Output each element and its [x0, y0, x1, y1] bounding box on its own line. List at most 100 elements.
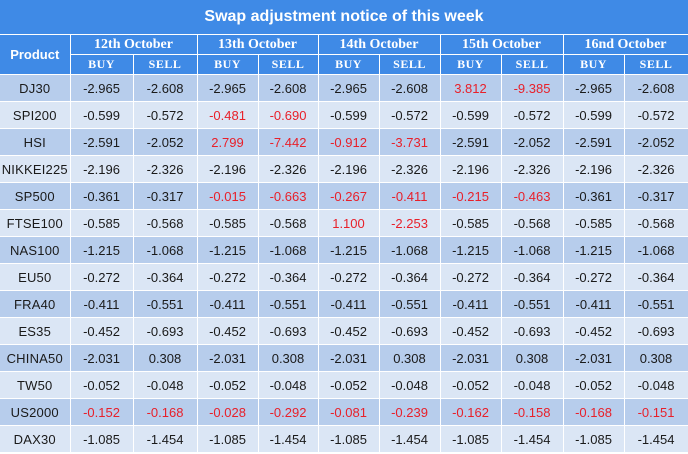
- sell-value-cell: -2.326: [258, 155, 319, 183]
- sell-value-cell: -0.568: [133, 209, 198, 237]
- date-header: 15th October: [440, 35, 564, 55]
- sell-value-cell: -0.158: [501, 398, 564, 426]
- sell-value-cell: -0.693: [379, 317, 441, 345]
- table-row: EU50 -0.272 -0.364 -0.272 -0.364 -0.272 -0.364…: [0, 263, 688, 291]
- sell-value-cell: -2.052: [501, 128, 564, 156]
- sell-value-cell: -0.239: [379, 398, 441, 426]
- product-cell: SP500: [0, 182, 71, 210]
- sell-value-cell: -0.411: [379, 182, 441, 210]
- sell-value-cell: -2.326: [624, 155, 688, 183]
- buy-value-cell: -2.196: [70, 155, 134, 183]
- buy-value-cell: -0.585: [197, 209, 259, 237]
- sell-value-cell: -2.608: [379, 74, 441, 102]
- buy-value-cell: -0.452: [318, 317, 380, 345]
- sell-value-cell: -2.608: [624, 74, 688, 102]
- sell-value-cell: -9.385: [501, 74, 564, 102]
- buy-value-cell: -2.031: [197, 344, 259, 372]
- table-row: SPI200 -0.599 -0.572 -0.481 -0.690 -0.599 -0.5…: [0, 101, 688, 129]
- sell-value-cell: -1.454: [379, 425, 441, 453]
- buy-value-cell: -0.081: [318, 398, 380, 426]
- buy-value-cell: -0.052: [197, 371, 259, 399]
- product-cell: DJ30: [0, 74, 71, 102]
- buy-value-cell: -2.031: [318, 344, 380, 372]
- product-header: Product: [0, 35, 71, 75]
- sell-header: SELL: [258, 54, 319, 75]
- buy-value-cell: 3.812: [440, 74, 502, 102]
- buy-value-cell: -0.162: [440, 398, 502, 426]
- sell-header: SELL: [133, 54, 198, 75]
- buy-value-cell: -0.411: [440, 290, 502, 318]
- buy-value-cell: -0.361: [70, 182, 134, 210]
- product-cell: SPI200: [0, 101, 71, 129]
- table-row: ES35 -0.452 -0.693 -0.452 -0.693 -0.452 -0.693…: [0, 317, 688, 345]
- buy-header: BUY: [440, 54, 502, 75]
- buy-value-cell: -0.599: [318, 101, 380, 129]
- buy-value-cell: -0.015: [197, 182, 259, 210]
- sell-value-cell: -0.048: [624, 371, 688, 399]
- buy-header: BUY: [318, 54, 380, 75]
- date-header: 14th October: [318, 35, 441, 55]
- sell-value-cell: 0.308: [379, 344, 441, 372]
- buy-header: BUY: [70, 54, 134, 75]
- sell-header: SELL: [501, 54, 564, 75]
- buy-value-cell: -1.085: [440, 425, 502, 453]
- buy-value-cell: -0.052: [70, 371, 134, 399]
- sell-value-cell: -1.068: [624, 236, 688, 264]
- sell-value-cell: -0.568: [258, 209, 319, 237]
- table-row: NAS100 -1.215 -1.068 -1.215 -1.068 -1.215 -1.0…: [0, 236, 688, 264]
- buy-value-cell: -0.452: [70, 317, 134, 345]
- product-cell: NAS100: [0, 236, 71, 264]
- buy-value-cell: -0.052: [440, 371, 502, 399]
- sell-value-cell: -1.454: [133, 425, 198, 453]
- product-cell: ES35: [0, 317, 71, 345]
- buy-value-cell: -0.411: [318, 290, 380, 318]
- sell-value-cell: -0.048: [379, 371, 441, 399]
- sell-value-cell: -2.326: [379, 155, 441, 183]
- product-cell: CHINA50: [0, 344, 71, 372]
- buy-value-cell: -2.196: [563, 155, 625, 183]
- sell-value-cell: -2.608: [133, 74, 198, 102]
- buy-value-cell: -0.912: [318, 128, 380, 156]
- buy-value-cell: -0.452: [197, 317, 259, 345]
- buy-value-cell: -2.965: [197, 74, 259, 102]
- date-header: 12th October: [70, 35, 198, 55]
- buy-value-cell: -0.452: [563, 317, 625, 345]
- sell-value-cell: -0.551: [133, 290, 198, 318]
- buy-value-cell: -0.052: [563, 371, 625, 399]
- buy-value-cell: -2.965: [563, 74, 625, 102]
- buy-value-cell: -0.481: [197, 101, 259, 129]
- product-cell: FTSE100: [0, 209, 71, 237]
- sell-value-cell: -2.052: [133, 128, 198, 156]
- buy-value-cell: -1.085: [70, 425, 134, 453]
- buy-value-cell: -1.085: [318, 425, 380, 453]
- product-cell: FRA40: [0, 290, 71, 318]
- buy-value-cell: -0.168: [563, 398, 625, 426]
- buy-value-cell: -0.411: [197, 290, 259, 318]
- buy-value-cell: -2.031: [70, 344, 134, 372]
- buy-value-cell: -0.272: [318, 263, 380, 291]
- buy-value-cell: -1.215: [70, 236, 134, 264]
- sell-value-cell: -0.572: [501, 101, 564, 129]
- buy-value-cell: 2.799: [197, 128, 259, 156]
- table-row: TW50 -0.052 -0.048 -0.052 -0.048 -0.052 -0.048…: [0, 371, 688, 399]
- buy-value-cell: -0.215: [440, 182, 502, 210]
- table-row: SP500 -0.361 -0.317 -0.015 -0.663 -0.267 -0.41…: [0, 182, 688, 210]
- buy-value-cell: -2.965: [318, 74, 380, 102]
- sell-value-cell: -0.551: [624, 290, 688, 318]
- sell-value-cell: -0.364: [133, 263, 198, 291]
- buy-value-cell: 1.100: [318, 209, 380, 237]
- buy-value-cell: -2.591: [440, 128, 502, 156]
- table-body: DJ30 -2.965 -2.608 -2.965 -2.608 -2.965 -2.608…: [0, 74, 688, 453]
- sell-value-cell: -0.568: [501, 209, 564, 237]
- sell-value-cell: -1.068: [258, 236, 319, 264]
- sell-value-cell: -1.068: [501, 236, 564, 264]
- buy-value-cell: -1.215: [318, 236, 380, 264]
- buy-value-cell: -1.215: [197, 236, 259, 264]
- product-cell: EU50: [0, 263, 71, 291]
- sell-value-cell: -0.317: [624, 182, 688, 210]
- sell-value-cell: -1.068: [379, 236, 441, 264]
- buy-value-cell: -0.599: [70, 101, 134, 129]
- sell-value-cell: -2.608: [258, 74, 319, 102]
- sell-value-cell: -2.253: [379, 209, 441, 237]
- table-row: CHINA50 -2.031 0.308 -2.031 0.308 -2.031 0.308…: [0, 344, 688, 372]
